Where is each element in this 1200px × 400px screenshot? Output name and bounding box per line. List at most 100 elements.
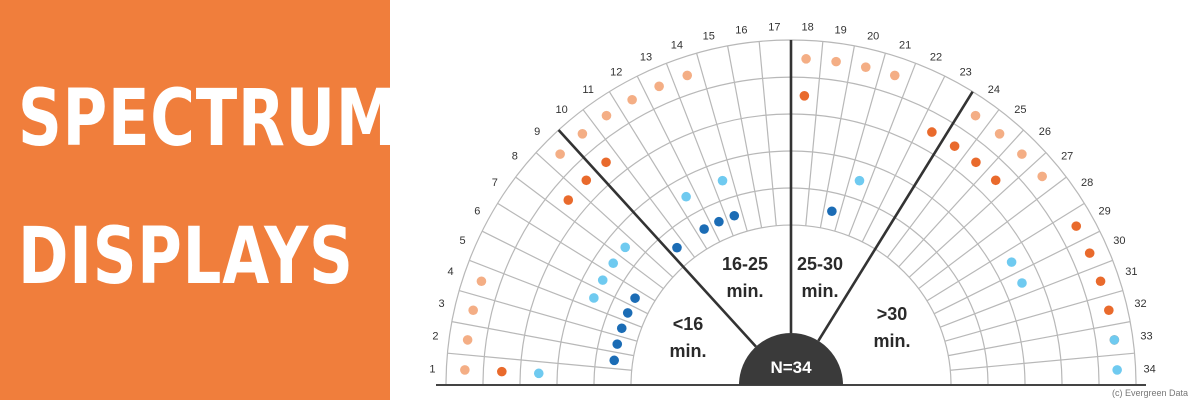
data-point (971, 157, 981, 168)
slot-label: 5 (460, 235, 466, 247)
center-hub (739, 333, 843, 385)
grid-spoke (834, 53, 886, 232)
data-point (620, 242, 631, 253)
slot-label: 13 (640, 52, 652, 64)
slot-label: 4 (448, 266, 454, 278)
data-point (563, 195, 574, 205)
data-point (854, 175, 865, 186)
data-point (831, 56, 841, 67)
slot-label: 3 (438, 298, 444, 310)
slot-label: 18 (801, 21, 813, 33)
slot-label: 27 (1061, 151, 1073, 163)
grid-spoke (515, 176, 664, 290)
slot-label: 6 (474, 205, 480, 217)
data-point (949, 141, 960, 151)
data-point (533, 368, 544, 379)
data-point (1104, 305, 1114, 316)
slot-label: 14 (671, 40, 683, 52)
data-point (860, 62, 871, 72)
segment-label-unit: min. (873, 331, 910, 351)
slot-label: 11 (582, 84, 593, 96)
slot-label: 9 (534, 126, 540, 138)
grid-spoke (459, 290, 638, 342)
slot-label: 23 (960, 66, 972, 78)
title-line-1: SPECTRUM (18, 74, 398, 164)
grid-spoke (926, 202, 1085, 302)
segment-label-unit: min. (726, 281, 763, 301)
slot-label: 26 (1039, 126, 1051, 138)
grid-spoke (886, 109, 1000, 258)
grid-spoke (665, 63, 734, 237)
slot-label: 10 (556, 104, 568, 116)
segment-divider (557, 129, 757, 348)
data-point (630, 293, 640, 303)
slot-label: 28 (1081, 177, 1093, 189)
data-point (601, 110, 612, 121)
data-point (1017, 149, 1027, 159)
slot-label: 22 (930, 52, 942, 64)
slot-label: 19 (834, 24, 846, 36)
data-point (927, 127, 937, 137)
data-point (581, 175, 592, 186)
data-point (616, 323, 627, 334)
grid-spoke (819, 45, 855, 228)
data-point (799, 91, 810, 101)
slot-label: 29 (1099, 205, 1111, 217)
grid-spoke (582, 109, 696, 258)
data-point (827, 206, 837, 217)
data-point (714, 216, 724, 227)
slot-label: 24 (988, 84, 1000, 96)
grid-spoke (727, 45, 763, 228)
data-point (622, 308, 633, 318)
slot-label: 31 (1125, 266, 1137, 278)
slot-label: 21 (899, 40, 911, 52)
segment-label: 25-30 (797, 254, 843, 274)
data-point (1084, 248, 1095, 258)
data-point (1037, 171, 1047, 182)
grid-spoke (933, 230, 1101, 315)
grid-spoke (481, 230, 649, 315)
data-point (627, 94, 637, 105)
data-point (1109, 335, 1120, 345)
grid-spoke (451, 321, 634, 357)
data-point (1112, 365, 1122, 375)
grid-spoke (696, 53, 748, 232)
grid-spoke (447, 352, 632, 371)
grid-spoke (636, 75, 721, 243)
data-point (497, 366, 507, 377)
center-label: N=34 (770, 358, 812, 377)
data-point (476, 276, 487, 287)
copyright-note: (c) Evergreen Data (1111, 388, 1188, 398)
data-point (460, 365, 470, 375)
slot-label: 2 (432, 330, 438, 342)
slot-label: 32 (1134, 298, 1146, 310)
data-point (889, 70, 900, 81)
grid-spoke (908, 152, 1047, 278)
grid-spoke (948, 321, 1131, 357)
slot-label: 30 (1113, 235, 1125, 247)
data-point (681, 191, 691, 202)
grid-spoke (898, 129, 1024, 268)
slot-label: 8 (512, 151, 518, 163)
slot-label: 33 (1140, 330, 1152, 342)
grid-spoke (608, 91, 708, 250)
slot-label: 12 (610, 66, 622, 78)
data-point (601, 157, 611, 168)
data-point (609, 355, 620, 366)
data-point (608, 258, 619, 269)
data-point (994, 129, 1005, 139)
grid-spoke (535, 152, 674, 278)
data-point (672, 242, 682, 253)
data-point (1006, 257, 1017, 267)
segment-divider (817, 90, 974, 342)
data-point (1071, 221, 1082, 231)
data-point (801, 54, 811, 64)
data-point (468, 305, 478, 316)
grid-spoke (805, 41, 824, 226)
slot-label: 7 (492, 177, 498, 189)
grid-spoke (939, 259, 1113, 328)
slot-label: 17 (768, 21, 780, 33)
data-point (612, 339, 623, 349)
grid-spoke (848, 63, 917, 237)
